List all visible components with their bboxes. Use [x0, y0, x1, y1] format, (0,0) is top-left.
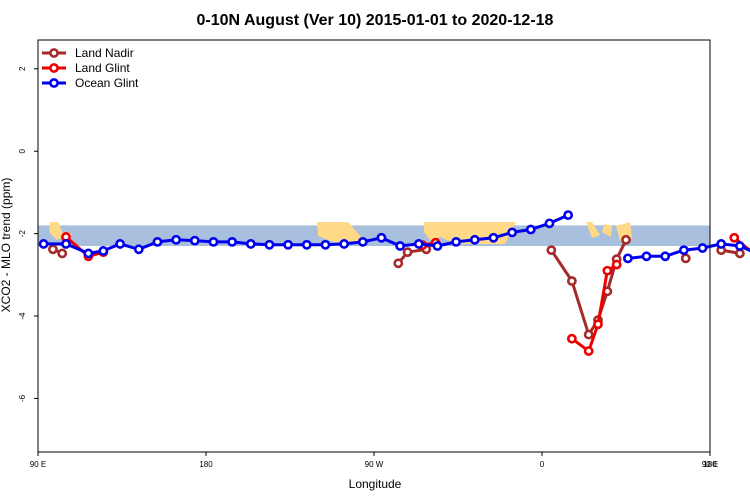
- land-nadir-point: [583, 329, 594, 340]
- ocean-glint-point: [115, 239, 126, 249]
- chart-title: 0-10N August (Ver 10) 2015-01-01 to 2020…: [197, 12, 554, 29]
- series-layer: [38, 210, 750, 356]
- ocean-glint-point: [716, 239, 727, 249]
- x-tick-label: 90 W: [365, 460, 384, 469]
- land-mass: [49, 222, 64, 240]
- land-glint-point: [583, 346, 594, 356]
- y-axis-label: XCO2 - MLO trend (ppm): [0, 178, 13, 313]
- ocean-glint-point: [189, 235, 200, 246]
- x-tick-label: 180: [199, 460, 213, 469]
- ocean-glint-point: [734, 241, 745, 251]
- land-glint-point: [611, 259, 622, 270]
- ocean-glint-point: [320, 239, 331, 250]
- ocean-glint-point: [357, 236, 368, 247]
- land-mass: [586, 222, 600, 238]
- land-glint-point: [602, 265, 613, 276]
- ocean-glint-point: [283, 239, 294, 250]
- land-nadir-point: [680, 253, 691, 264]
- ocean-glint-point: [83, 248, 94, 259]
- ocean-glint-point: [678, 245, 689, 256]
- land-glint-point: [729, 232, 740, 243]
- land-nadir-point: [48, 244, 58, 255]
- y-tick-label: -4: [18, 312, 27, 320]
- latitude-band-map: [38, 222, 710, 246]
- ocean-glint-point: [660, 251, 671, 262]
- ocean-glint-point: [413, 239, 424, 249]
- ocean-glint-point: [469, 234, 480, 245]
- ocean-glint-point: [171, 234, 182, 245]
- ocean-glint-point: [61, 239, 71, 249]
- ocean-glint-point: [395, 241, 406, 251]
- ocean-glint-point: [488, 232, 499, 243]
- land-nadir-point: [393, 258, 404, 269]
- x-tick-label: 0: [540, 460, 545, 469]
- land-mass: [602, 224, 612, 237]
- ocean-glint-point: [227, 236, 238, 247]
- land-nadir-line: [550, 239, 628, 337]
- ocean-glint-point: [507, 227, 518, 238]
- land-nadir-point: [621, 234, 631, 245]
- x-axis-label: Longitude: [349, 477, 402, 491]
- ocean-glint-point: [432, 241, 443, 251]
- x-tick-label: 90 E: [30, 460, 46, 469]
- legend-label-ocean-glint: Ocean Glint: [75, 76, 139, 90]
- ocean-glint-point: [697, 243, 708, 253]
- ocean-glint-point: [301, 239, 312, 250]
- ocean-glint-point: [98, 246, 109, 256]
- ocean-glint-point: [245, 239, 256, 249]
- y-axis: 2 0 -2 -4 -6: [18, 66, 38, 402]
- ocean-glint-point: [152, 236, 163, 247]
- ocean-glint-point: [451, 236, 462, 247]
- ocean-glint-point: [641, 251, 652, 262]
- land-nadir-point: [402, 247, 413, 258]
- legend-label-land-glint: Land Glint: [75, 61, 130, 75]
- ocean-glint-point: [38, 239, 49, 249]
- legend-marker-land-glint: [49, 63, 59, 73]
- land-glint-point: [566, 333, 577, 344]
- legend-label-land-nadir: Land Nadir: [75, 46, 134, 60]
- ocean-glint-point: [563, 210, 574, 220]
- y-tick-label: -2: [18, 230, 27, 238]
- y-tick-label: -6: [18, 394, 27, 402]
- ocean-glint-point: [622, 253, 633, 264]
- land-mass: [317, 222, 362, 243]
- land-nadir-point: [57, 248, 68, 259]
- y-tick-label: 0: [18, 148, 27, 153]
- legend-marker-ocean-glint: [49, 78, 59, 88]
- ocean-glint-point: [544, 218, 555, 229]
- ocean-glint-point: [264, 239, 275, 250]
- ocean-glint-point: [376, 232, 387, 243]
- y-tick-label: 2: [18, 66, 27, 71]
- ocean-glint-point: [133, 244, 144, 255]
- ocean-glint-point: [525, 224, 536, 235]
- legend-marker-land-nadir: [49, 48, 59, 58]
- land-nadir-point: [566, 276, 577, 286]
- x-tick-label: 90 E: [702, 460, 718, 469]
- land-glint-point: [593, 319, 603, 330]
- land-nadir-point: [546, 245, 557, 256]
- x-tick-label: 180: [703, 460, 717, 469]
- ocean-glint-point: [339, 239, 350, 249]
- ocean-glint-point: [208, 236, 219, 247]
